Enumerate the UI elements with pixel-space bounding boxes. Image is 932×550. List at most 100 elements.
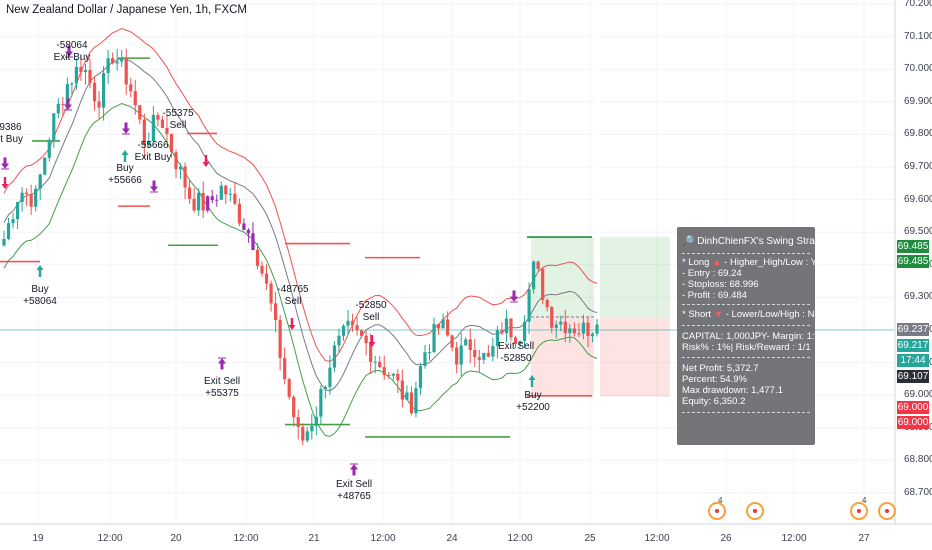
event-marker[interactable] — [708, 502, 726, 520]
candle-body — [61, 103, 65, 105]
candle-body — [138, 105, 142, 120]
x-tick-label: 27 — [858, 533, 870, 544]
candle-body — [328, 367, 332, 387]
candle-body — [74, 66, 79, 84]
candle-body — [129, 84, 133, 92]
entry-row: - Entry : 69.24 — [682, 268, 742, 279]
annotation-line: -55666 — [137, 140, 169, 151]
candle-body — [120, 58, 124, 62]
price-tag: 69.217 — [897, 339, 929, 352]
trade-boxes — [531, 0, 670, 524]
annotation-line: -52850 — [355, 300, 387, 311]
candle-body — [577, 333, 581, 335]
divider — [682, 253, 810, 254]
event-marker[interactable] — [850, 502, 868, 520]
candle-body — [301, 426, 305, 441]
triangle-down-icon: ▼ — [713, 309, 724, 320]
annotation-line: Exit Buy — [134, 152, 172, 163]
candle-body — [504, 318, 509, 334]
x-tick-label: 12:00 — [781, 533, 807, 544]
candle-body — [2, 238, 6, 246]
buy-arrow-icon — [36, 265, 44, 277]
candle-body — [550, 307, 554, 328]
trade-annotation: Buy +52200 — [516, 390, 550, 414]
candle-body — [147, 141, 151, 146]
candle-body — [224, 185, 228, 195]
price-tag: 69.000 — [897, 416, 929, 429]
short-condition: - Lower/Low/High : No — [725, 309, 820, 320]
candle-body — [287, 379, 291, 397]
candle-body — [210, 196, 214, 201]
candle-body — [310, 425, 314, 432]
trade-annotation: Exit Sell +55375 — [204, 376, 240, 400]
candle-body — [405, 392, 409, 400]
long-label: * Long — [682, 257, 710, 268]
capital-row: CAPITAL: 1,000JPY- Margin: 1:100 — [682, 331, 831, 342]
candle-body — [56, 103, 60, 114]
annotation-line: 9386 — [0, 122, 22, 133]
annotation-line: Sell — [284, 296, 302, 307]
max-drawdown-row: Max drawdown: 1,477.1 — [682, 385, 783, 396]
candle-body — [554, 324, 558, 328]
candle-body — [482, 352, 486, 360]
annotation-line: Exit Buy — [53, 52, 91, 63]
candle-body — [38, 174, 42, 189]
price-tag: 69.485 — [897, 240, 929, 253]
long-condition: - Higher_High/Low : Yes — [724, 257, 827, 268]
candle-body — [423, 352, 427, 366]
x-tick-label: 24 — [446, 533, 458, 544]
y-tick-label: 70.100 — [904, 30, 932, 42]
candle-body — [305, 431, 309, 441]
candle-body — [559, 321, 563, 325]
candle-body — [160, 119, 165, 128]
candle-body — [337, 335, 341, 346]
annotation-line: -52850 — [500, 353, 532, 364]
x-tick-label: 19 — [32, 533, 44, 544]
x-tick-label: 20 — [170, 533, 182, 544]
sell-arrow-icon — [1, 177, 9, 189]
candle-body — [197, 192, 201, 211]
candle-body — [156, 114, 160, 120]
candle-body — [260, 265, 264, 274]
x-tick-label: 12:00 — [644, 533, 670, 544]
candle-body — [25, 192, 29, 195]
percent-row: Percent: 54.9% — [682, 374, 747, 385]
risk-row: Risk% : 1%| Risk/Reward : 1/1 — [682, 342, 811, 353]
candle-body — [346, 320, 350, 326]
exit-buy-arrow-icon — [150, 180, 158, 193]
y-tick-label: 68.700 — [904, 487, 932, 498]
candle-body — [450, 335, 454, 348]
event-marker[interactable] — [878, 502, 896, 520]
candle-body — [323, 386, 327, 390]
zone-gap — [594, 0, 600, 524]
candle-body — [332, 345, 337, 368]
candle-body — [111, 58, 115, 64]
sell-arrow-icon — [288, 318, 296, 330]
candle-body — [165, 127, 169, 134]
candle-body — [509, 318, 513, 338]
exit-sell-arrow-icon — [218, 357, 226, 370]
candle-body — [586, 322, 590, 336]
candle-body — [255, 249, 260, 266]
candle-body — [251, 233, 255, 250]
event-dot-icon — [753, 509, 757, 513]
strategy-panel: 🔎 DinhChienFX's Swing Strategy * Long ▲ … — [677, 227, 834, 445]
candle-body — [219, 185, 223, 200]
candle-body — [432, 323, 436, 352]
event-marker[interactable] — [746, 502, 764, 520]
candle-body — [296, 417, 300, 427]
annotation-line: Sell — [362, 312, 380, 323]
annotation-line: Buy — [31, 284, 49, 295]
candle-body — [545, 299, 549, 308]
candle-body — [228, 193, 232, 195]
candle-body — [500, 329, 504, 334]
exit-buy-arrow-icon — [64, 98, 72, 111]
candle-body — [178, 166, 183, 170]
annotation-line: Exit Sell — [497, 341, 535, 352]
candle-body — [29, 194, 33, 207]
trade-annotation: -58064 Exit Buy — [54, 40, 91, 64]
signal-levels — [0, 57, 594, 438]
sell-arrow-icon — [368, 335, 376, 347]
annotation-line: Sell — [169, 120, 187, 131]
